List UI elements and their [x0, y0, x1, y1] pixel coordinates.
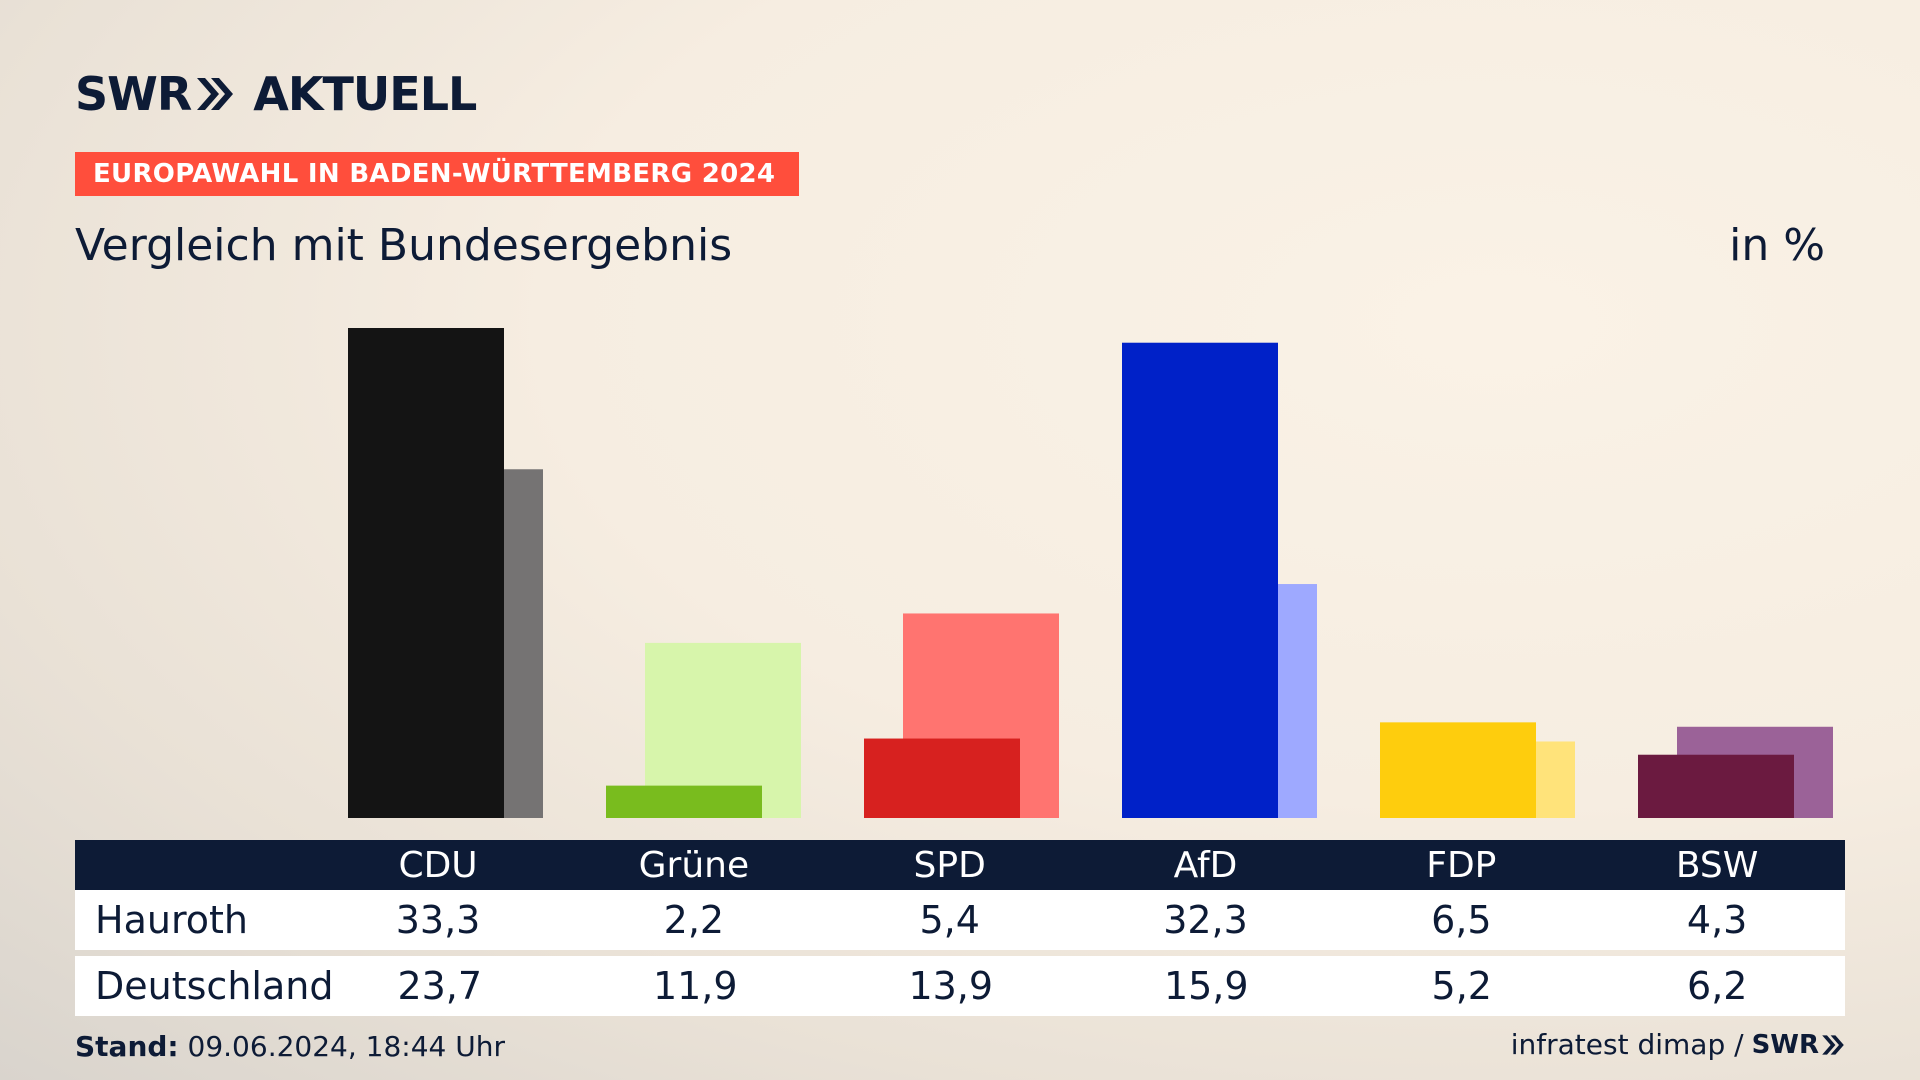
logo-aktuell-text: AKTUELL: [253, 67, 477, 121]
double-chevron-icon: [197, 78, 234, 110]
bar-hauroth-afd: [1122, 342, 1278, 818]
bar-hauroth-spd: [864, 738, 1020, 818]
value-cell: 5,4: [919, 898, 980, 942]
header-afd: AfD: [1173, 844, 1238, 886]
table-row: Deutschland 23,7 11,9 13,9 15,9 5,2 6,2: [75, 956, 1845, 1016]
source-credit: infratest dimap / SWR: [1511, 1028, 1845, 1061]
bar-hauroth-bsw: [1638, 754, 1794, 818]
value-cell: 6,2: [1687, 964, 1748, 1008]
source-text: infratest dimap /: [1510, 1028, 1744, 1061]
row-label-deutschland: Deutschland: [95, 964, 334, 1008]
timestamp: Stand: 09.06.2024, 18:44 Uhr: [75, 1030, 505, 1063]
swr-aktuell-logo: SWR AKTUELL: [75, 64, 477, 124]
value-cell: 11,9: [652, 964, 738, 1008]
bar-hauroth-cdu: [348, 328, 504, 818]
double-chevron-icon: [1822, 1034, 1844, 1055]
unit-label: in %: [1729, 220, 1825, 271]
table-row: Hauroth 33,3 2,2 5,4 32,3 6,5 4,3: [75, 890, 1845, 950]
value-cell: 33,3: [395, 898, 481, 942]
bar-hauroth-fdp: [1380, 722, 1536, 818]
bar-hauroth-gruene: [606, 785, 762, 818]
value-cell: 13,9: [908, 964, 994, 1008]
header-spd: SPD: [913, 844, 986, 886]
value-cell: 23,7: [397, 964, 483, 1008]
results-table: CDU Grüne SPD AfD FDP BSW Hauroth 33,3 2…: [75, 840, 1845, 1016]
stand-label: Stand:: [75, 1030, 179, 1063]
value-cell: 2,2: [663, 898, 725, 942]
swr-small-logo: SWR: [1752, 1030, 1845, 1060]
bar-chart: [348, 328, 1833, 818]
value-cell: 32,3: [1163, 898, 1248, 942]
swr-small-text: SWR: [1751, 1029, 1819, 1060]
stand-value: 09.06.2024, 18:44 Uhr: [187, 1030, 505, 1063]
header-cdu: CDU: [398, 844, 478, 886]
header-bsw: BSW: [1675, 844, 1759, 886]
header-fdp: FDP: [1426, 844, 1497, 886]
value-cell: 4,3: [1686, 898, 1748, 942]
value-cell: 6,5: [1431, 898, 1492, 942]
logo-swr-text: SWR: [75, 67, 192, 121]
header-gruene: Grüne: [638, 844, 750, 886]
table-header: CDU Grüne SPD AfD FDP BSW: [75, 840, 1845, 890]
row-label-hauroth: Hauroth: [95, 898, 248, 942]
value-cell: 5,2: [1431, 964, 1492, 1008]
swr-logo: SWR: [75, 67, 235, 121]
value-cell: 15,9: [1163, 964, 1249, 1008]
chart-subtitle: Vergleich mit Bundesergebnis: [75, 220, 733, 271]
election-banner: EUROPAWAHL IN BADEN-WÜRTTEMBERG 2024: [75, 152, 799, 196]
